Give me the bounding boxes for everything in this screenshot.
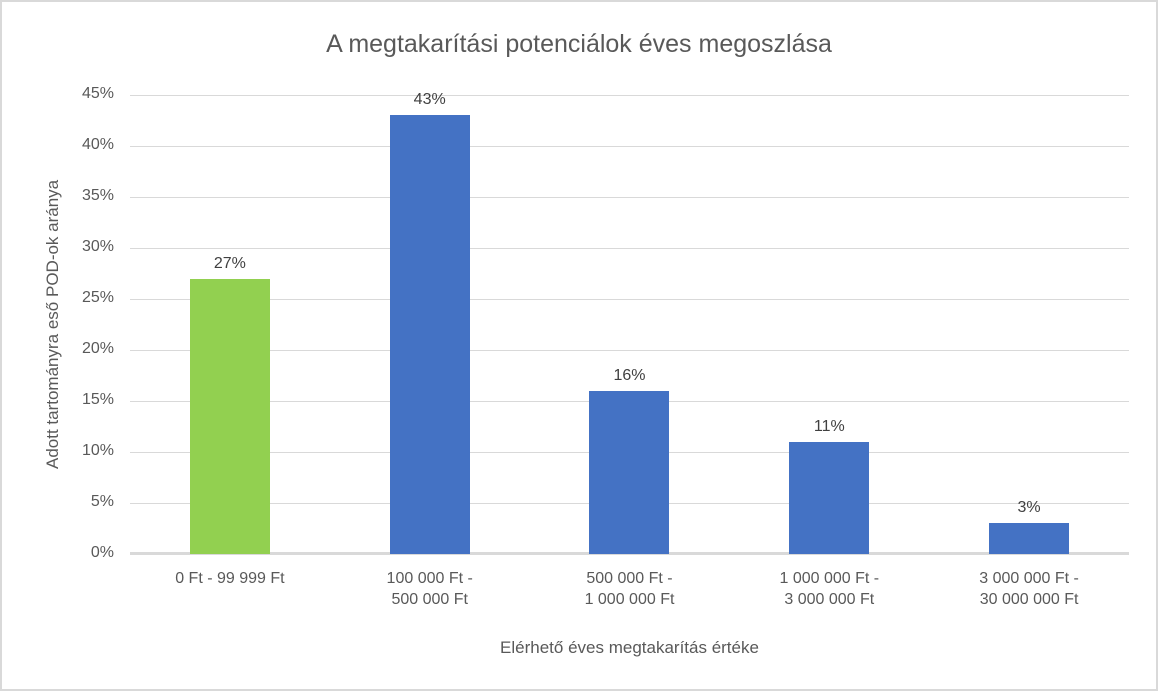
bar-5 — [989, 523, 1070, 554]
bar-slot-3: 16% — [530, 95, 730, 554]
gridline-20% — [130, 350, 1129, 352]
bar-slot-1: 27% — [130, 95, 330, 554]
bar-3 — [589, 390, 670, 554]
y-tick-label-35%: 35% — [81, 187, 114, 204]
gridline-35% — [130, 197, 1129, 198]
x-category-label-2: 100 000 Ft - 500 000 Ft — [386, 570, 473, 608]
gridline-25% — [130, 299, 1129, 300]
bar-value-label-4: 11% — [813, 417, 845, 435]
gridline-30% — [130, 248, 1129, 250]
bar-4 — [789, 441, 870, 554]
x-axis-title: Elérhető éves megtakarítás értéke — [500, 638, 759, 657]
y-tick-label-40%: 40% — [81, 136, 114, 153]
y-tick-label-5%: 5% — [90, 493, 114, 510]
x-category-label-1: 0 Ft - 99 999 Ft — [175, 570, 285, 587]
bar-1 — [189, 278, 270, 554]
bar-value-label-3: 16% — [613, 366, 646, 384]
y-tick-label-30%: 30% — [81, 238, 114, 255]
x-category-label-4: 1 000 000 Ft - 3 000 000 Ft — [779, 570, 880, 608]
bar-value-label-2: 43% — [413, 91, 446, 109]
y-tick-label-20%: 20% — [81, 340, 114, 357]
y-tick-label-0%: 0% — [90, 544, 114, 561]
gridline-45% — [130, 95, 1129, 96]
bar-slot-4: 11% — [729, 95, 929, 554]
y-axis-tick-labels: 0% 5% 10% 15% 20% 25% 30% 35% 40% 45% — [2, 85, 114, 561]
x-category-label-5: 3 000 000 Ft - 30 000 000 Ft — [979, 570, 1079, 608]
bar-value-label-1: 27% — [213, 254, 246, 272]
y-tick-label-10%: 10% — [81, 442, 114, 459]
bar-value-label-5: 3% — [1017, 499, 1041, 517]
bar-2 — [389, 115, 470, 554]
chart-title: A megtakarítási potenciálok éves megoszl… — [326, 30, 832, 58]
x-axis-category-labels: 0 Ft - 99 999 Ft 100 000 Ft - 500 000 Ft 5… — [130, 568, 1129, 616]
y-tick-label-25%: 25% — [81, 289, 114, 306]
gridline-40% — [130, 146, 1129, 148]
plot-area: 27% 43% 16% 11% 3% — [130, 91, 1129, 555]
x-category-label-3: 500 000 Ft - 1 000 000 Ft — [584, 570, 675, 608]
y-tick-label-15%: 15% — [81, 391, 114, 408]
bar-slot-5: 3% — [929, 95, 1129, 554]
y-tick-label-45%: 45% — [81, 85, 114, 102]
bar-slot-2: 43% — [330, 91, 530, 554]
